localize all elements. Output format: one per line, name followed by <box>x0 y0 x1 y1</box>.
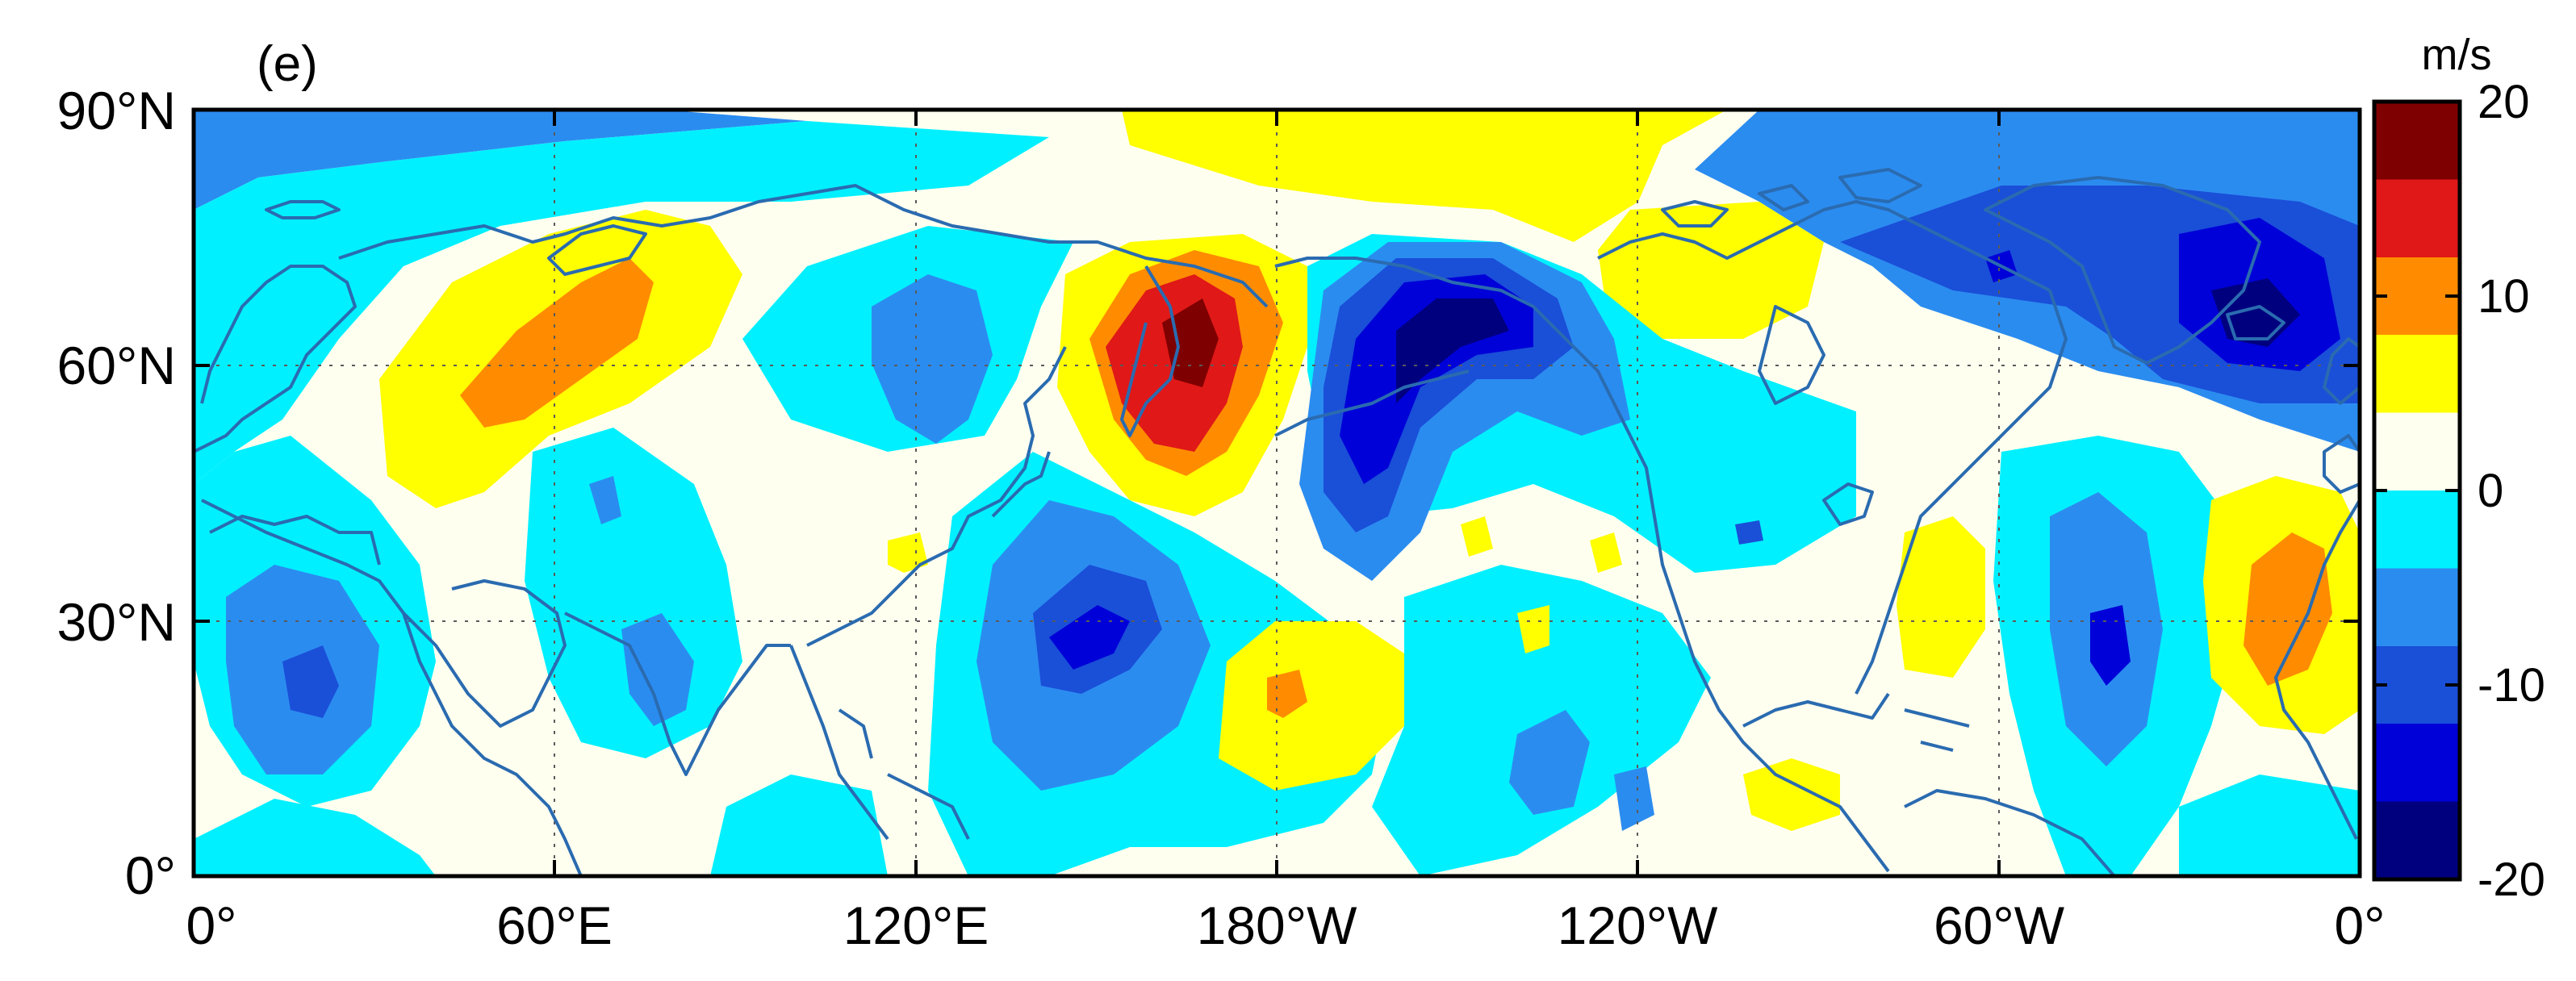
y-tick-label-90N: 90°N <box>57 81 176 140</box>
contour-negative-africa-core <box>282 645 339 718</box>
colorbar-tick-label-10: 10 <box>2478 270 2530 323</box>
coastline-europe-africa <box>194 265 583 876</box>
contour-cyan-east-pacific <box>1372 565 1711 876</box>
contour-negative-bering-core <box>1396 298 1509 403</box>
x-tick-label-0: 0° <box>186 895 236 955</box>
contour-positive-north-america-east <box>1896 516 1985 678</box>
x-axis-labels: 0° 60°E 120°E 180°W 120°W 60°W 0° <box>186 895 2385 955</box>
coastline-siberia-north <box>338 184 1269 308</box>
coastline-arabia <box>402 579 567 728</box>
coastline-mediterranean <box>209 515 381 566</box>
y-tick-label-0: 0° <box>125 845 176 905</box>
coastline-north-america-west <box>1629 435 1890 873</box>
x-tick-label-60W: 60°W <box>1934 895 2065 955</box>
x-tick-label-120W: 120°W <box>1558 895 1719 955</box>
colorbar: m/s 20 10 0 -10 -20 <box>2372 31 2545 906</box>
contour-negative-siberia <box>872 274 993 444</box>
contour-cyan-bottom-left <box>194 799 436 876</box>
contour-negative-atlantic-core <box>2090 605 2131 686</box>
panel-label: (e) <box>257 36 318 92</box>
coastline-caribbean <box>1904 708 1970 752</box>
y-tick-label-30N: 30°N <box>57 592 176 652</box>
x-tick-label-0-right: 0° <box>2334 895 2385 955</box>
map-plot-area <box>194 110 2360 876</box>
contour-positive-east-atlantic-core <box>2244 532 2332 686</box>
colorbar-unit-label: m/s <box>2422 31 2492 79</box>
coastline-canadian-arctic <box>1597 200 2051 292</box>
contour-cyan-south-atlantic <box>2179 774 2360 876</box>
coastline-hudson-bay <box>1758 305 1825 405</box>
colorbar-tick-label-20: 20 <box>2478 76 2530 128</box>
coastlines <box>194 168 2360 876</box>
colorbar-tick-label-0: 0 <box>2478 465 2503 517</box>
x-tick-label-60E: 60°E <box>496 895 613 955</box>
coastline-arctic-islands <box>1661 168 1922 228</box>
contour-positive-blob-2 <box>1590 532 1622 573</box>
colorbar-tick-label-neg10: -10 <box>2478 659 2545 712</box>
contour-positive-central-pacific <box>1219 621 1404 791</box>
coastline-south-america <box>1904 789 2116 876</box>
coastline-east-asia <box>806 346 1067 647</box>
coastline-aleutians <box>1274 369 1470 437</box>
contour-negative-india <box>621 613 694 726</box>
coastline-british-isles <box>2323 337 2360 405</box>
contour-negative-top-left <box>194 110 807 210</box>
coastline-novaya-zemlya <box>547 224 647 276</box>
contour-negative-atlantic-small <box>1735 520 1763 545</box>
coastline-alaska <box>1274 257 1632 436</box>
coastline-india <box>564 612 791 776</box>
coastline-west-africa <box>2274 499 2360 840</box>
coastline-iceland <box>2226 305 2285 340</box>
contour-positive-blob-1 <box>1461 516 1493 557</box>
coastline-svalbard <box>265 200 341 219</box>
y-tick-label-60N: 60°N <box>57 336 176 395</box>
coastline-north-america-east <box>1855 290 2068 695</box>
contour-positive-kamchatka-core <box>1162 298 1219 387</box>
contour-negative-east-pacific <box>1509 710 1590 815</box>
coastline-greenland <box>1984 176 2261 365</box>
colorbar-tick-label-neg20: -20 <box>2478 854 2545 906</box>
contour-positive-russia-core <box>460 258 654 428</box>
colorbar-ticks <box>2374 294 2460 687</box>
coastline-southeast-asia <box>789 645 970 841</box>
contour-positive-central-pacific-core <box>1267 670 1307 718</box>
coastline-japan <box>991 451 1051 518</box>
contour-cyan-top-left <box>194 121 1049 484</box>
contour-positive-blob-china <box>888 532 928 573</box>
x-tick-label-120E: 120°E <box>843 895 989 955</box>
contour-positive-top-center <box>1122 110 1727 242</box>
coastline-kamchatka <box>1120 265 1180 437</box>
coastline-iberia <box>2323 434 2360 494</box>
coastline-great-lakes <box>1822 482 1874 526</box>
coastline-gulf-of-mexico <box>1742 692 1890 728</box>
contour-positive-blob-3 <box>1517 605 1549 653</box>
map-tick-marks <box>194 110 2360 876</box>
contour-positive-caribbean <box>1743 758 1840 831</box>
x-tick-label-180W: 180°W <box>1197 895 1358 955</box>
y-axis-labels: 90°N 60°N 30°N 0° <box>57 81 176 905</box>
contour-negative-east-pacific-2 <box>1614 766 1654 831</box>
contour-negative-central-asia <box>589 476 621 524</box>
contour-cyan-bottom-center <box>710 774 888 876</box>
